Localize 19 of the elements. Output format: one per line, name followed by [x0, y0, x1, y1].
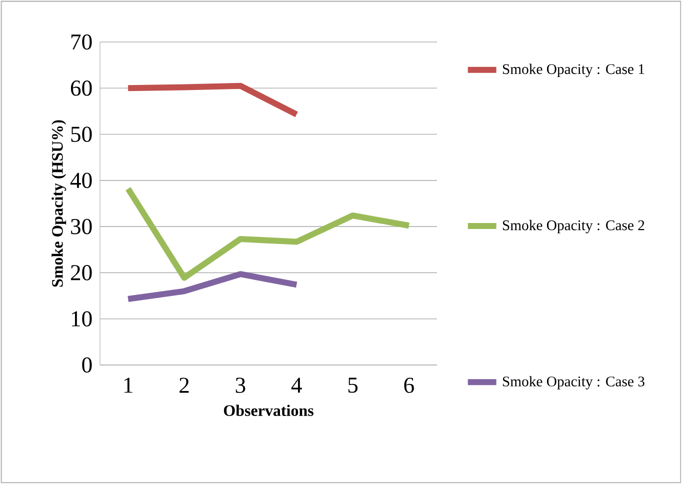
x-axis-title: Observations: [224, 404, 314, 416]
y-tick-label: 10: [72, 311, 92, 326]
x-tick-label: 2: [180, 378, 189, 393]
y-tick-label: 0: [82, 357, 92, 373]
y-tick-label: 20: [70, 265, 92, 280]
x-tick-label: 3: [236, 378, 246, 393]
y-tick-label: 70: [71, 34, 92, 50]
x-tick-label: 5: [348, 378, 358, 393]
y-tick-label: 40: [70, 172, 92, 188]
x-tick-label: 4: [291, 378, 302, 393]
legend-label: Smoke Opacity : Case 1: [502, 64, 644, 78]
y-tick-label: 30: [71, 218, 92, 234]
y-tick-label: 60: [70, 80, 92, 96]
legend-label: Smoke Opacity : Case 3: [502, 376, 644, 390]
x-tick-label: 1: [124, 378, 132, 393]
legend-label: Smoke Opacity : Case 2: [502, 220, 644, 234]
y-axis-title: Smoke Opacity (HSU%): [52, 120, 66, 287]
x-tick-label: 6: [404, 378, 414, 393]
y-tick-label: 50: [71, 126, 92, 142]
